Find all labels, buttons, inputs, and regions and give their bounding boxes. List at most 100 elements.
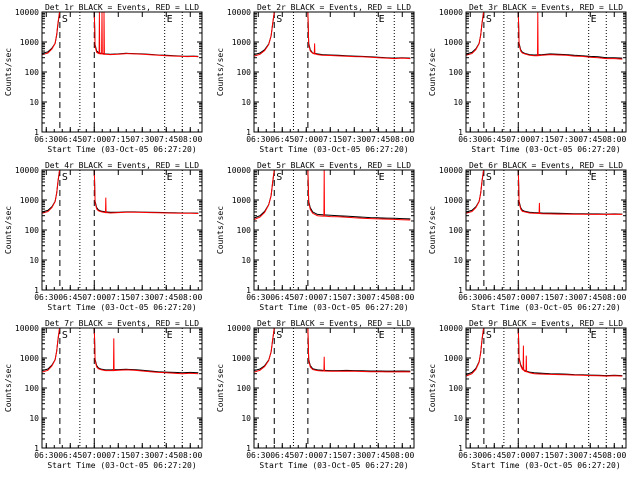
x-tick-label: 08:00 [178,135,202,144]
saa-end-label: E [591,330,597,341]
x-tick-label: 07:15 [530,451,554,460]
x-axis-label: Start Time (03-Oct-05 06:27:20) [47,145,196,154]
plot-frame [41,169,203,291]
x-tick-label: 07:45 [366,293,390,302]
x-tick-label: 06:45 [482,451,506,460]
y-tick-label: 1 [246,444,251,453]
x-tick-label: 08:00 [390,451,414,460]
saa-end-label: E [591,14,597,25]
x-tick-label: 07:00 [82,451,106,460]
y-tick-label: 10 [29,414,39,423]
detector-panel-8: 1 10 100 1000 10000 06:30 06:45 07:00 07:15 07:30… [216,319,415,470]
x-tick-label: 07:45 [154,293,178,302]
series-line-lld [42,12,199,58]
x-tick-label: 07:45 [154,451,178,460]
detector-panel-2: 1 10 100 1000 10000 06:30 06:45 07:00 07:15 07:30… [216,3,415,154]
series-line-lld [42,170,199,214]
y-tick-label: 1 [246,286,251,295]
panel-title: Det 8r BLACK = Events, RED = LLD [257,319,411,328]
y-tick-label: 1000 [232,196,251,205]
y-tick-label: 10 [453,414,463,423]
y-tick-label: 10000 [227,166,251,175]
saa-start-label: S [486,172,492,183]
plot-frame [465,11,627,133]
y-tick-label: 100 [237,68,252,77]
saa-start-label: S [276,330,282,341]
x-tick-label: 07:45 [154,135,178,144]
y-tick-label: 10000 [15,8,39,17]
x-tick-label: 07:15 [106,293,130,302]
detector-panel-1: 1 10 100 1000 10000 06:30 06:45 07:00 07:15 07:30… [4,3,203,154]
x-tick-label: 07:00 [506,135,530,144]
x-axis-label: Start Time (03-Oct-05 06:27:20) [259,461,408,470]
y-tick-label: 1000 [20,196,39,205]
y-tick-label: 10000 [15,324,39,333]
x-tick-label: 08:00 [602,135,626,144]
panel-title: Det 2r BLACK = Events, RED = LLD [257,3,411,12]
x-axis-label: Start Time (03-Oct-05 06:27:20) [259,303,408,312]
y-tick-label: 10 [241,414,251,423]
saa-start-label: S [276,172,282,183]
y-tick-label: 1 [458,444,463,453]
x-tick-label: 07:30 [342,293,366,302]
saa-end-label: E [379,172,385,183]
x-tick-label: 07:45 [578,451,602,460]
x-tick-label: 08:00 [390,293,414,302]
x-tick-label: 06:30 [246,451,270,460]
y-tick-label: 100 [237,384,252,393]
saa-end-label: E [167,172,173,183]
y-tick-label: 100 [25,384,40,393]
panel-title: Det 3r BLACK = Events, RED = LLD [469,3,623,12]
saa-end-label: E [379,14,385,25]
x-tick-label: 07:30 [130,293,154,302]
x-axis-label: Start Time (03-Oct-05 06:27:20) [47,461,196,470]
y-tick-label: 1 [34,286,39,295]
y-tick-label: 10 [241,256,251,265]
x-tick-label: 06:30 [34,293,58,302]
detector-panel-4: 1 10 100 1000 10000 06:30 06:45 07:00 07:15 07:30… [4,161,203,312]
series-line-lld [254,12,411,60]
x-tick-label: 06:45 [270,135,294,144]
y-tick-label: 10 [29,98,39,107]
y-tick-label: 1000 [444,354,463,363]
y-tick-label: 100 [25,68,40,77]
x-tick-label: 06:30 [34,135,58,144]
series-line-lld [42,328,199,375]
series-line-lld [466,328,623,377]
saa-start-label: S [486,14,492,25]
y-tick-label: 1000 [444,196,463,205]
panel-title: Det 4r BLACK = Events, RED = LLD [45,161,199,170]
x-tick-label: 07:15 [530,135,554,144]
y-tick-label: 10000 [439,166,463,175]
saa-end-label: E [379,330,385,341]
y-axis-label: Counts/sec [4,48,13,96]
series-line-lld [466,12,623,60]
plot-frame [465,169,627,291]
y-tick-label: 100 [449,384,464,393]
detector-panel-3: 1 10 100 1000 10000 06:30 06:45 07:00 07:15 07:30… [428,3,627,154]
y-tick-label: 1 [34,444,39,453]
y-tick-label: 10000 [227,8,251,17]
x-tick-label: 08:00 [602,293,626,302]
x-tick-label: 07:15 [318,135,342,144]
y-tick-label: 10 [241,98,251,107]
y-tick-label: 10 [453,98,463,107]
y-tick-label: 1000 [20,38,39,47]
x-tick-label: 07:15 [530,293,554,302]
y-tick-label: 10000 [439,8,463,17]
x-axis-label: Start Time (03-Oct-05 06:27:20) [259,145,408,154]
y-tick-label: 100 [25,226,40,235]
panel-title: Det 9r BLACK = Events, RED = LLD [469,319,623,328]
y-tick-label: 1 [246,128,251,137]
series-line-lld [254,328,411,373]
y-axis-label: Counts/sec [4,364,13,412]
y-axis-label: Counts/sec [428,48,437,96]
y-tick-label: 1 [458,286,463,295]
panel-title: Det 1r BLACK = Events, RED = LLD [45,3,199,12]
x-tick-label: 06:30 [34,451,58,460]
y-tick-label: 1000 [444,38,463,47]
detector-panel-9: 1 10 100 1000 10000 06:30 06:45 07:00 07:15 07:30… [428,319,627,470]
x-tick-label: 06:45 [270,293,294,302]
detector-panel-7: 1 10 100 1000 10000 06:30 06:45 07:00 07:15 07:30… [4,319,203,470]
y-tick-label: 1000 [232,38,251,47]
